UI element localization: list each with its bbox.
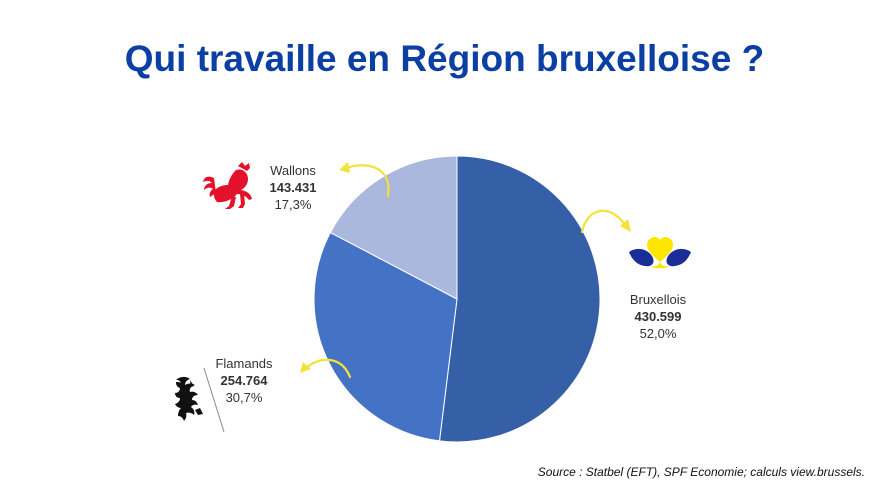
arrowhead-flamands xyxy=(300,362,311,373)
arrowhead-wallons xyxy=(339,162,350,173)
label-bruxellois-value: 430.599 xyxy=(634,309,682,324)
label-wallons-value: 143.431 xyxy=(269,180,317,195)
flemish-lion-icon xyxy=(175,376,203,421)
source-note: Source : Statbel (EFT), SPF Economie; ca… xyxy=(537,465,865,479)
chart-title: Qui travaille en Région bruxelloise ? xyxy=(124,38,765,79)
label-wallons: Wallons 143.431 17,3% xyxy=(255,162,331,213)
pie-slice-bruxellois xyxy=(438,155,601,443)
label-bruxellois: Bruxellois 430.599 52,0% xyxy=(618,291,698,342)
arrow-wallons xyxy=(344,164,390,198)
walloon-rooster-icon xyxy=(203,162,252,209)
label-flamands-name: Flamands xyxy=(215,356,273,371)
arrow-flamands xyxy=(304,358,352,379)
label-wallons-name: Wallons xyxy=(270,163,316,178)
pie-slice-flamands xyxy=(313,231,458,442)
label-bruxellois-name: Bruxellois xyxy=(629,292,687,307)
label-flamands-value: 254.764 xyxy=(220,373,268,388)
label-wallons-percent: 17,3% xyxy=(274,197,312,212)
brussels-iris-icon xyxy=(629,237,691,269)
flamands-divider-line xyxy=(203,367,225,433)
label-flamands: Flamands 254.764 30,7% xyxy=(207,355,281,406)
arrow-bruxellois xyxy=(580,209,627,234)
arrowhead-bruxellois xyxy=(620,219,631,232)
pie-slice-wallons xyxy=(329,155,458,300)
label-flamands-percent: 30,7% xyxy=(225,390,263,405)
label-bruxellois-percent: 52,0% xyxy=(639,326,677,341)
